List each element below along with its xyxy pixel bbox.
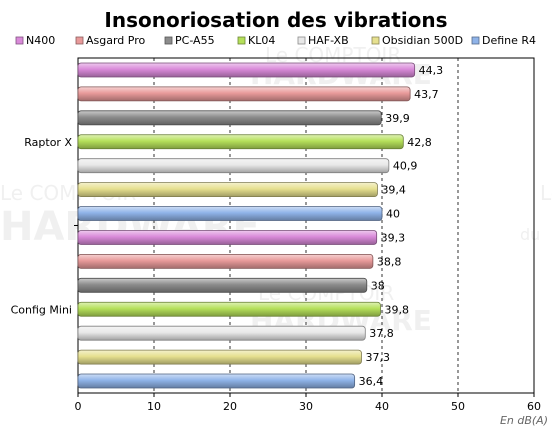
bars	[77, 62, 416, 389]
legend-label: N400	[26, 34, 55, 47]
value-labels: 44,3 43,7 39,9 42,8 40,9 39,4 40 39,3 38,8 38 39,8…	[359, 64, 444, 388]
value-label: 38,8	[377, 255, 402, 268]
bar-n400	[77, 62, 416, 78]
legend: N400 Asgard Pro PC-A55 KL04 HAF-XB Obsidian 5…	[15, 34, 536, 47]
bar-pc-a55	[77, 277, 368, 293]
value-label: 42,8	[407, 136, 432, 149]
legend-label: Define R4	[482, 34, 536, 47]
value-label: 36,4	[359, 375, 384, 388]
category-labels: Raptor X Config Mini	[11, 136, 78, 316]
bar-kl04	[77, 134, 404, 150]
chart-title: Insonoriosation des vibrations	[104, 8, 447, 32]
unit-label: En dB(A)	[500, 414, 548, 427]
legend-swatch	[297, 36, 306, 45]
value-label: 39,3	[381, 231, 406, 244]
value-label: 39,9	[385, 112, 410, 125]
x-tick-label: 20	[223, 400, 237, 413]
legend-swatch	[164, 36, 173, 45]
category-label: Config Mini	[11, 303, 72, 316]
legend-label: HAF-XB	[308, 34, 349, 47]
x-tick-label: 30	[299, 400, 313, 413]
x-tick-label: 50	[451, 400, 465, 413]
bar-asgard-pro	[77, 253, 374, 269]
legend-label: Asgard Pro	[86, 34, 146, 47]
x-tick-label: 0	[75, 400, 82, 413]
value-label: 39,8	[384, 303, 409, 316]
legend-label: KL04	[248, 34, 275, 47]
bar-obsidian-500d	[77, 182, 378, 198]
legend-label: Obsidian 500D	[382, 34, 463, 47]
value-label: 38	[371, 279, 385, 292]
value-label: 37,3	[365, 351, 390, 364]
bar-obsidian-500d	[77, 349, 362, 365]
x-tick-label: 40	[375, 400, 389, 413]
legend-swatch	[471, 36, 480, 45]
value-label: 40	[386, 208, 400, 221]
legend-swatch	[75, 36, 84, 45]
watermark-text: du	[520, 225, 540, 244]
bar-kl04	[77, 301, 381, 317]
bar-define-r4	[77, 373, 356, 389]
x-tick-label: 60	[527, 400, 541, 413]
bar-pc-a55	[77, 110, 382, 126]
bar-define-r4	[77, 206, 383, 221]
value-label: 39,4	[381, 184, 406, 197]
legend-label: PC-A55	[175, 34, 215, 47]
x-tick-label: 10	[147, 400, 161, 413]
legend-swatch	[371, 36, 380, 45]
bar-haf-xb	[77, 158, 390, 174]
value-label: 44,3	[419, 64, 444, 77]
value-label: 37,8	[369, 327, 394, 340]
bar-n400	[77, 230, 378, 245]
x-axis-ticks: 0 10 20 30 40 50 60	[75, 393, 541, 413]
value-label: 43,7	[414, 88, 439, 101]
value-label: 40,9	[393, 160, 418, 173]
bar-asgard-pro	[77, 86, 411, 102]
category-label: Raptor X	[24, 136, 72, 149]
watermark-text: Le COMPTOIR	[540, 181, 552, 205]
legend-swatch	[15, 36, 24, 45]
bar-haf-xb	[77, 325, 366, 341]
legend-swatch	[237, 36, 246, 45]
